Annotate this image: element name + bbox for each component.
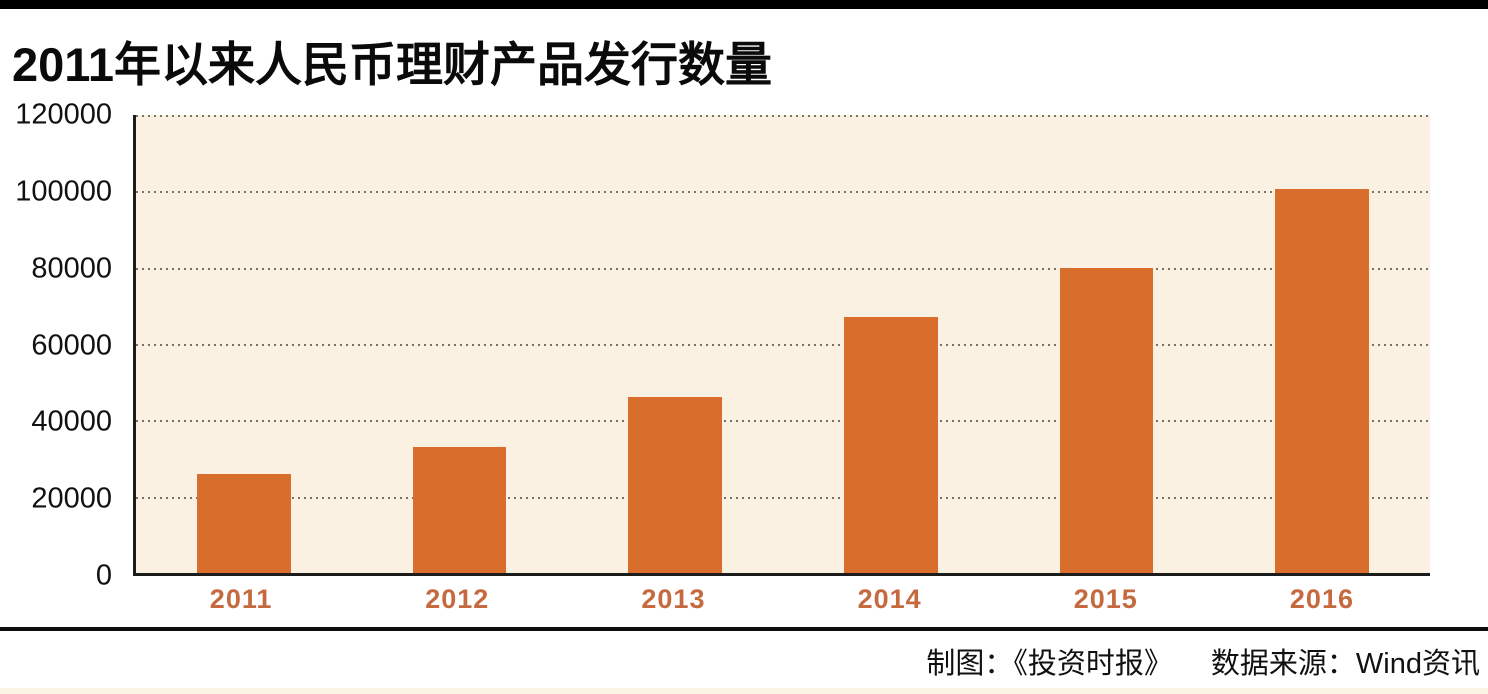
x-tick-label-2014: 2014: [857, 584, 922, 614]
y-tick-label-40000: 40000: [31, 405, 112, 438]
credits: 制图：《投资时报》 数据来源：Wind资讯: [926, 640, 1480, 682]
footer-divider: [0, 627, 1488, 631]
bar-2013: [628, 397, 723, 573]
gridline-60000: [136, 344, 1430, 346]
y-tick-label-60000: 60000: [31, 329, 112, 361]
credit-data-source: 数据来源：Wind资讯: [1210, 648, 1480, 680]
plot-area: [133, 115, 1430, 576]
bar-column-2015: [999, 115, 1215, 573]
gridline-40000: [136, 420, 1430, 423]
bar-2015: [1059, 267, 1154, 573]
y-tick-label-0: 0: [95, 559, 112, 592]
chart-title: 2011年以来人民币理财产品发行数量: [12, 38, 772, 91]
bar-2011: [196, 473, 291, 573]
bar-2012: [412, 447, 507, 573]
y-axis: 0 20000 40000 60000 80000 100000 120000: [0, 100, 112, 590]
gridline-120000: [136, 115, 1430, 117]
x-tick-label-2013: 2013: [641, 584, 706, 614]
gridline-80000: [136, 267, 1430, 270]
y-tick-label-80000: 80000: [31, 252, 112, 285]
top-rule: [0, 0, 1488, 9]
x-tick-label-2012: 2012: [425, 584, 490, 614]
x-tick-label-2015: 2015: [1073, 584, 1138, 614]
y-tick-label-120000: 120000: [15, 98, 112, 131]
bar-column-2012: [352, 115, 568, 573]
y-tick-label-100000: 100000: [15, 175, 112, 208]
bar-column-2013: [567, 115, 783, 573]
gridline-20000: [136, 496, 1430, 499]
credit-chart-maker: 制图：《投资时报》: [926, 648, 1173, 680]
y-tick-label-20000: 20000: [31, 482, 112, 515]
bar-2014: [843, 317, 938, 573]
bar-column-2016: [1214, 115, 1430, 573]
bar-column-2011: [136, 115, 352, 573]
bottom-strip: [0, 688, 1488, 694]
x-tick-label-2016: 2016: [1289, 584, 1354, 614]
bar-2016: [1275, 189, 1370, 573]
bar-columns: [136, 115, 1430, 573]
x-tick-label-2011: 2011: [209, 584, 273, 614]
gridline-100000: [136, 191, 1430, 194]
bar-column-2014: [783, 115, 999, 573]
x-axis: 2011 2012 2013 2014 2015 2016: [133, 586, 1430, 613]
